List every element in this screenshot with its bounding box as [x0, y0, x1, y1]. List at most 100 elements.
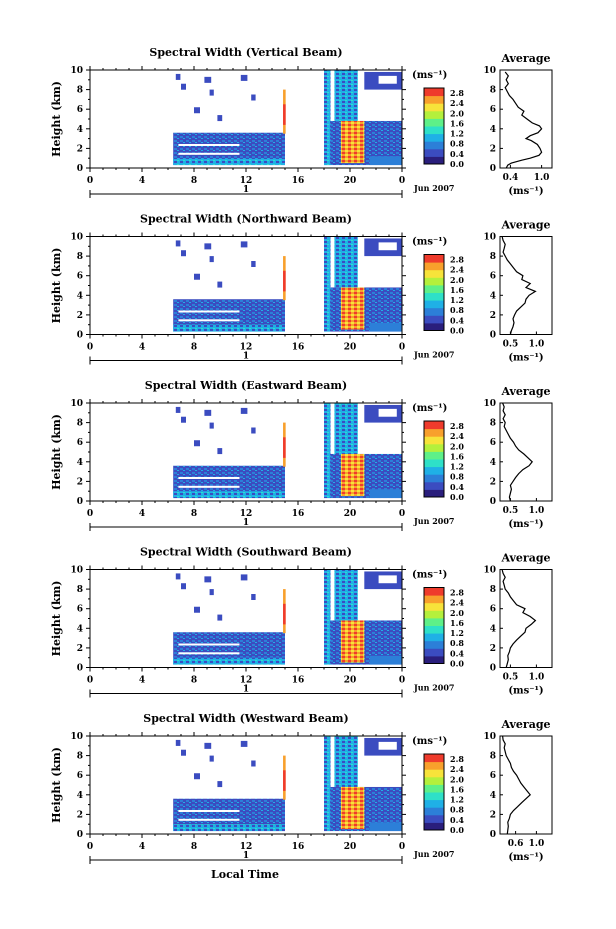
evening-column-left	[324, 403, 331, 499]
colorbar-swatch	[424, 307, 444, 316]
colorbar-swatch	[424, 284, 444, 293]
profile-y-tick-label: 0	[490, 497, 496, 507]
colorbar-frame	[423, 87, 445, 165]
profile-x-tick-label: 1.0	[529, 839, 545, 849]
colorbar-tick-label: 1.2	[450, 295, 464, 305]
colorbar-swatch	[424, 761, 444, 770]
sparse-echo	[251, 427, 256, 434]
profile-y-tick-label: 4	[490, 624, 496, 634]
y-tick-label: 6	[77, 605, 83, 615]
colorbar-swatch	[424, 443, 444, 452]
y-tick-label: 0	[77, 664, 83, 674]
sparse-echo	[240, 74, 248, 81]
colorbar-tick-label: 0.4	[450, 815, 464, 825]
profile-y-tick-label: 10	[483, 233, 496, 243]
profile-y-tick-label: 8	[490, 419, 496, 429]
profile-x-tick-label: 0.5	[503, 340, 519, 350]
sparse-echo	[175, 739, 181, 746]
profile-title: Average	[500, 52, 550, 65]
colorbar-tick-label: 0.4	[450, 315, 464, 325]
colorbar-tick-label: 2.8	[450, 255, 464, 265]
colorbar-swatch	[424, 595, 444, 604]
y-axis-label: Height (km)	[50, 414, 63, 490]
x-tick-label: 20	[344, 842, 357, 852]
x-tick-label: 8	[191, 842, 197, 852]
colorbar-swatch	[424, 776, 444, 785]
profile-y-tick-label: 2	[490, 311, 496, 321]
colorbar-tick-label: 0.0	[450, 492, 464, 502]
evening-column-upper	[334, 236, 358, 288]
profile-y-tick-label: 8	[490, 752, 496, 762]
colorbar-swatch	[424, 754, 444, 763]
sparse-echo	[217, 614, 223, 621]
x-tick-label: 4	[139, 509, 145, 519]
colorbar-swatch	[424, 118, 444, 127]
surface-layer-block	[173, 491, 285, 499]
x-tick-label: 8	[191, 676, 197, 686]
evening-column-upper	[334, 569, 358, 621]
y-tick-label: 10	[70, 399, 83, 409]
panel-2: Spectral Width (Northward Beam) Height (k…	[50, 213, 553, 365]
profile-unit: (ms⁻¹)	[508, 519, 543, 530]
profile-y-tick-label: 0	[490, 664, 496, 674]
profile-x-tick-label: 1.0	[534, 173, 550, 183]
x-axis-label: Local Time	[211, 868, 279, 881]
surface-layer-block	[173, 324, 285, 332]
evening-column-left	[324, 569, 331, 665]
colorbar-swatch	[424, 814, 444, 823]
sparse-echo	[204, 576, 212, 583]
colorbar-tick-label: 1.6	[450, 451, 464, 461]
sparse-echo	[181, 583, 186, 590]
sparse-echo	[181, 416, 186, 423]
colorbar-unit: (ms⁻¹)	[412, 403, 447, 414]
colorbar-tick-label: 2.0	[450, 108, 464, 118]
x-tick-label: 8	[191, 343, 197, 353]
sparse-echo	[251, 760, 256, 767]
y-tick-label: 4	[77, 624, 83, 634]
x-tick-label: 0	[399, 176, 405, 186]
profile-y-tick-label: 0	[490, 830, 496, 840]
sparse-echo	[181, 749, 186, 756]
colorbar-tick-label: 1.2	[450, 462, 464, 472]
colorbar-swatch	[424, 269, 444, 278]
colorbar-unit: (ms⁻¹)	[412, 70, 447, 81]
colorbar-swatch	[424, 648, 444, 657]
x-tick-label: 0	[399, 509, 405, 519]
y-tick-label: 10	[70, 566, 83, 576]
colorbar-tick-label: 0.0	[450, 159, 464, 169]
y-tick-label: 6	[77, 105, 83, 115]
x-tick-label: 4	[139, 176, 145, 186]
colorbar-swatch	[424, 655, 444, 664]
evening-surface	[369, 822, 402, 832]
colorbar-swatch	[424, 110, 444, 119]
profile-y-tick-label: 4	[490, 291, 496, 301]
profile-y-tick-label: 6	[490, 272, 496, 282]
gap-stripe	[178, 319, 240, 322]
profile-frame	[499, 236, 553, 335]
sparse-echo	[194, 273, 200, 280]
gap-stripe	[178, 809, 240, 812]
colorbar-swatch	[424, 610, 444, 619]
x-tick-label: 0	[87, 842, 93, 852]
evening-column-upper	[334, 736, 358, 787]
profile-y-tick-label: 8	[490, 252, 496, 262]
y-tick-label: 10	[70, 66, 83, 76]
x-tick-label: 0	[399, 842, 405, 852]
sparse-echo	[209, 89, 214, 96]
sparse-echo	[204, 243, 212, 250]
colorbar-tick-label: 0.8	[450, 139, 464, 149]
sparse-echo	[194, 440, 200, 447]
sparse-echo	[181, 83, 186, 90]
x-tick-label: 12	[240, 343, 253, 353]
colorbar-swatch	[424, 602, 444, 611]
heatmap-plot	[173, 70, 402, 166]
profile-line	[502, 735, 532, 835]
colorbar-swatch	[424, 489, 444, 498]
profile-x-tick-label: 0.6	[508, 839, 524, 849]
panel-3: Spectral Width (Eastward Beam) Height (km…	[50, 379, 553, 531]
panel-title: Spectral Width (Vertical Beam)	[149, 46, 342, 59]
y-tick-label: 2	[77, 144, 83, 154]
column-15lt-core	[283, 270, 286, 292]
colorbar-tick-label: 2.0	[450, 608, 464, 618]
